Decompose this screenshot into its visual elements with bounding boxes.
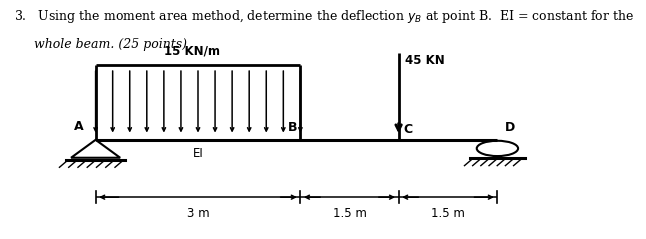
Text: 3 m: 3 m	[187, 207, 209, 220]
Text: A: A	[74, 120, 84, 133]
Text: D: D	[505, 121, 516, 134]
Text: C: C	[404, 123, 413, 136]
Text: whole beam. (25 points): whole beam. (25 points)	[14, 38, 187, 51]
Text: 15 KN/m: 15 KN/m	[163, 44, 220, 57]
Text: B: B	[287, 121, 297, 134]
Text: 1.5 m: 1.5 m	[333, 207, 366, 220]
Text: 45 KN: 45 KN	[405, 54, 445, 67]
Text: 1.5 m: 1.5 m	[431, 207, 465, 220]
Text: 3.   Using the moment area method, determine the deflection $y_B$ at point B.  E: 3. Using the moment area method, determi…	[14, 8, 634, 25]
Text: EI: EI	[193, 147, 203, 160]
